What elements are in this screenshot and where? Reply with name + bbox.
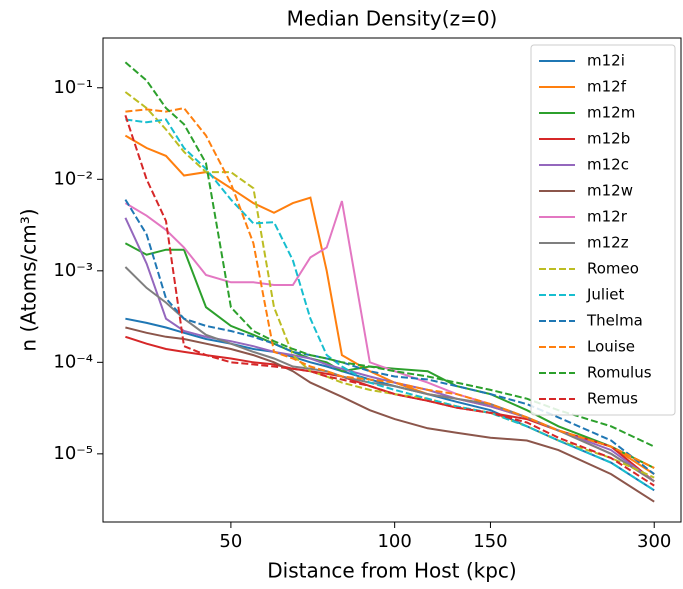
y-tick-label: 10⁻³: [53, 260, 93, 281]
y-tick-label: 10⁻²: [53, 168, 93, 189]
legend-box: [530, 44, 676, 416]
x-tick-label: 300: [637, 531, 671, 552]
series-line: [125, 107, 655, 469]
series-line: [124, 114, 655, 487]
legend-label: m12b: [587, 130, 630, 148]
y-tick-label: 10⁻⁴: [53, 351, 93, 372]
legend-label: m12i: [587, 52, 625, 70]
legend-label: Juliet: [586, 286, 624, 304]
legend-label: m12f: [587, 78, 627, 96]
legend-label: Romeo: [587, 260, 639, 278]
y-tick-label: 10⁻¹: [53, 77, 93, 98]
y-axis-label: n (Atoms/cm³): [17, 208, 41, 351]
legend-label: Louise: [587, 338, 635, 356]
series-line: [124, 61, 655, 448]
series-line: [125, 335, 655, 483]
y-tick-label: 10⁻⁵: [53, 443, 93, 464]
legend-label: m12c: [587, 156, 629, 174]
x-tick-label: 100: [377, 531, 411, 552]
legend-label: m12r: [587, 208, 628, 226]
x-axis-label: Distance from Host (kpc): [267, 559, 516, 583]
x-tick-label: 50: [219, 531, 242, 552]
series-line: [124, 199, 655, 475]
legend-label: m12m: [587, 104, 635, 122]
x-tick-label: 150: [473, 531, 507, 552]
legend-label: Remus: [587, 390, 638, 408]
legend-label: Romulus: [587, 364, 652, 382]
plot-frame: [102, 37, 682, 523]
legend-label: m12w: [587, 182, 633, 200]
legend-label: Thelma: [586, 312, 643, 330]
series-line: [125, 118, 655, 492]
chart-title: Median Density(z=0): [287, 7, 498, 31]
series-line: [124, 242, 655, 469]
series-line: [125, 326, 655, 503]
legend-label: m12z: [587, 234, 629, 252]
